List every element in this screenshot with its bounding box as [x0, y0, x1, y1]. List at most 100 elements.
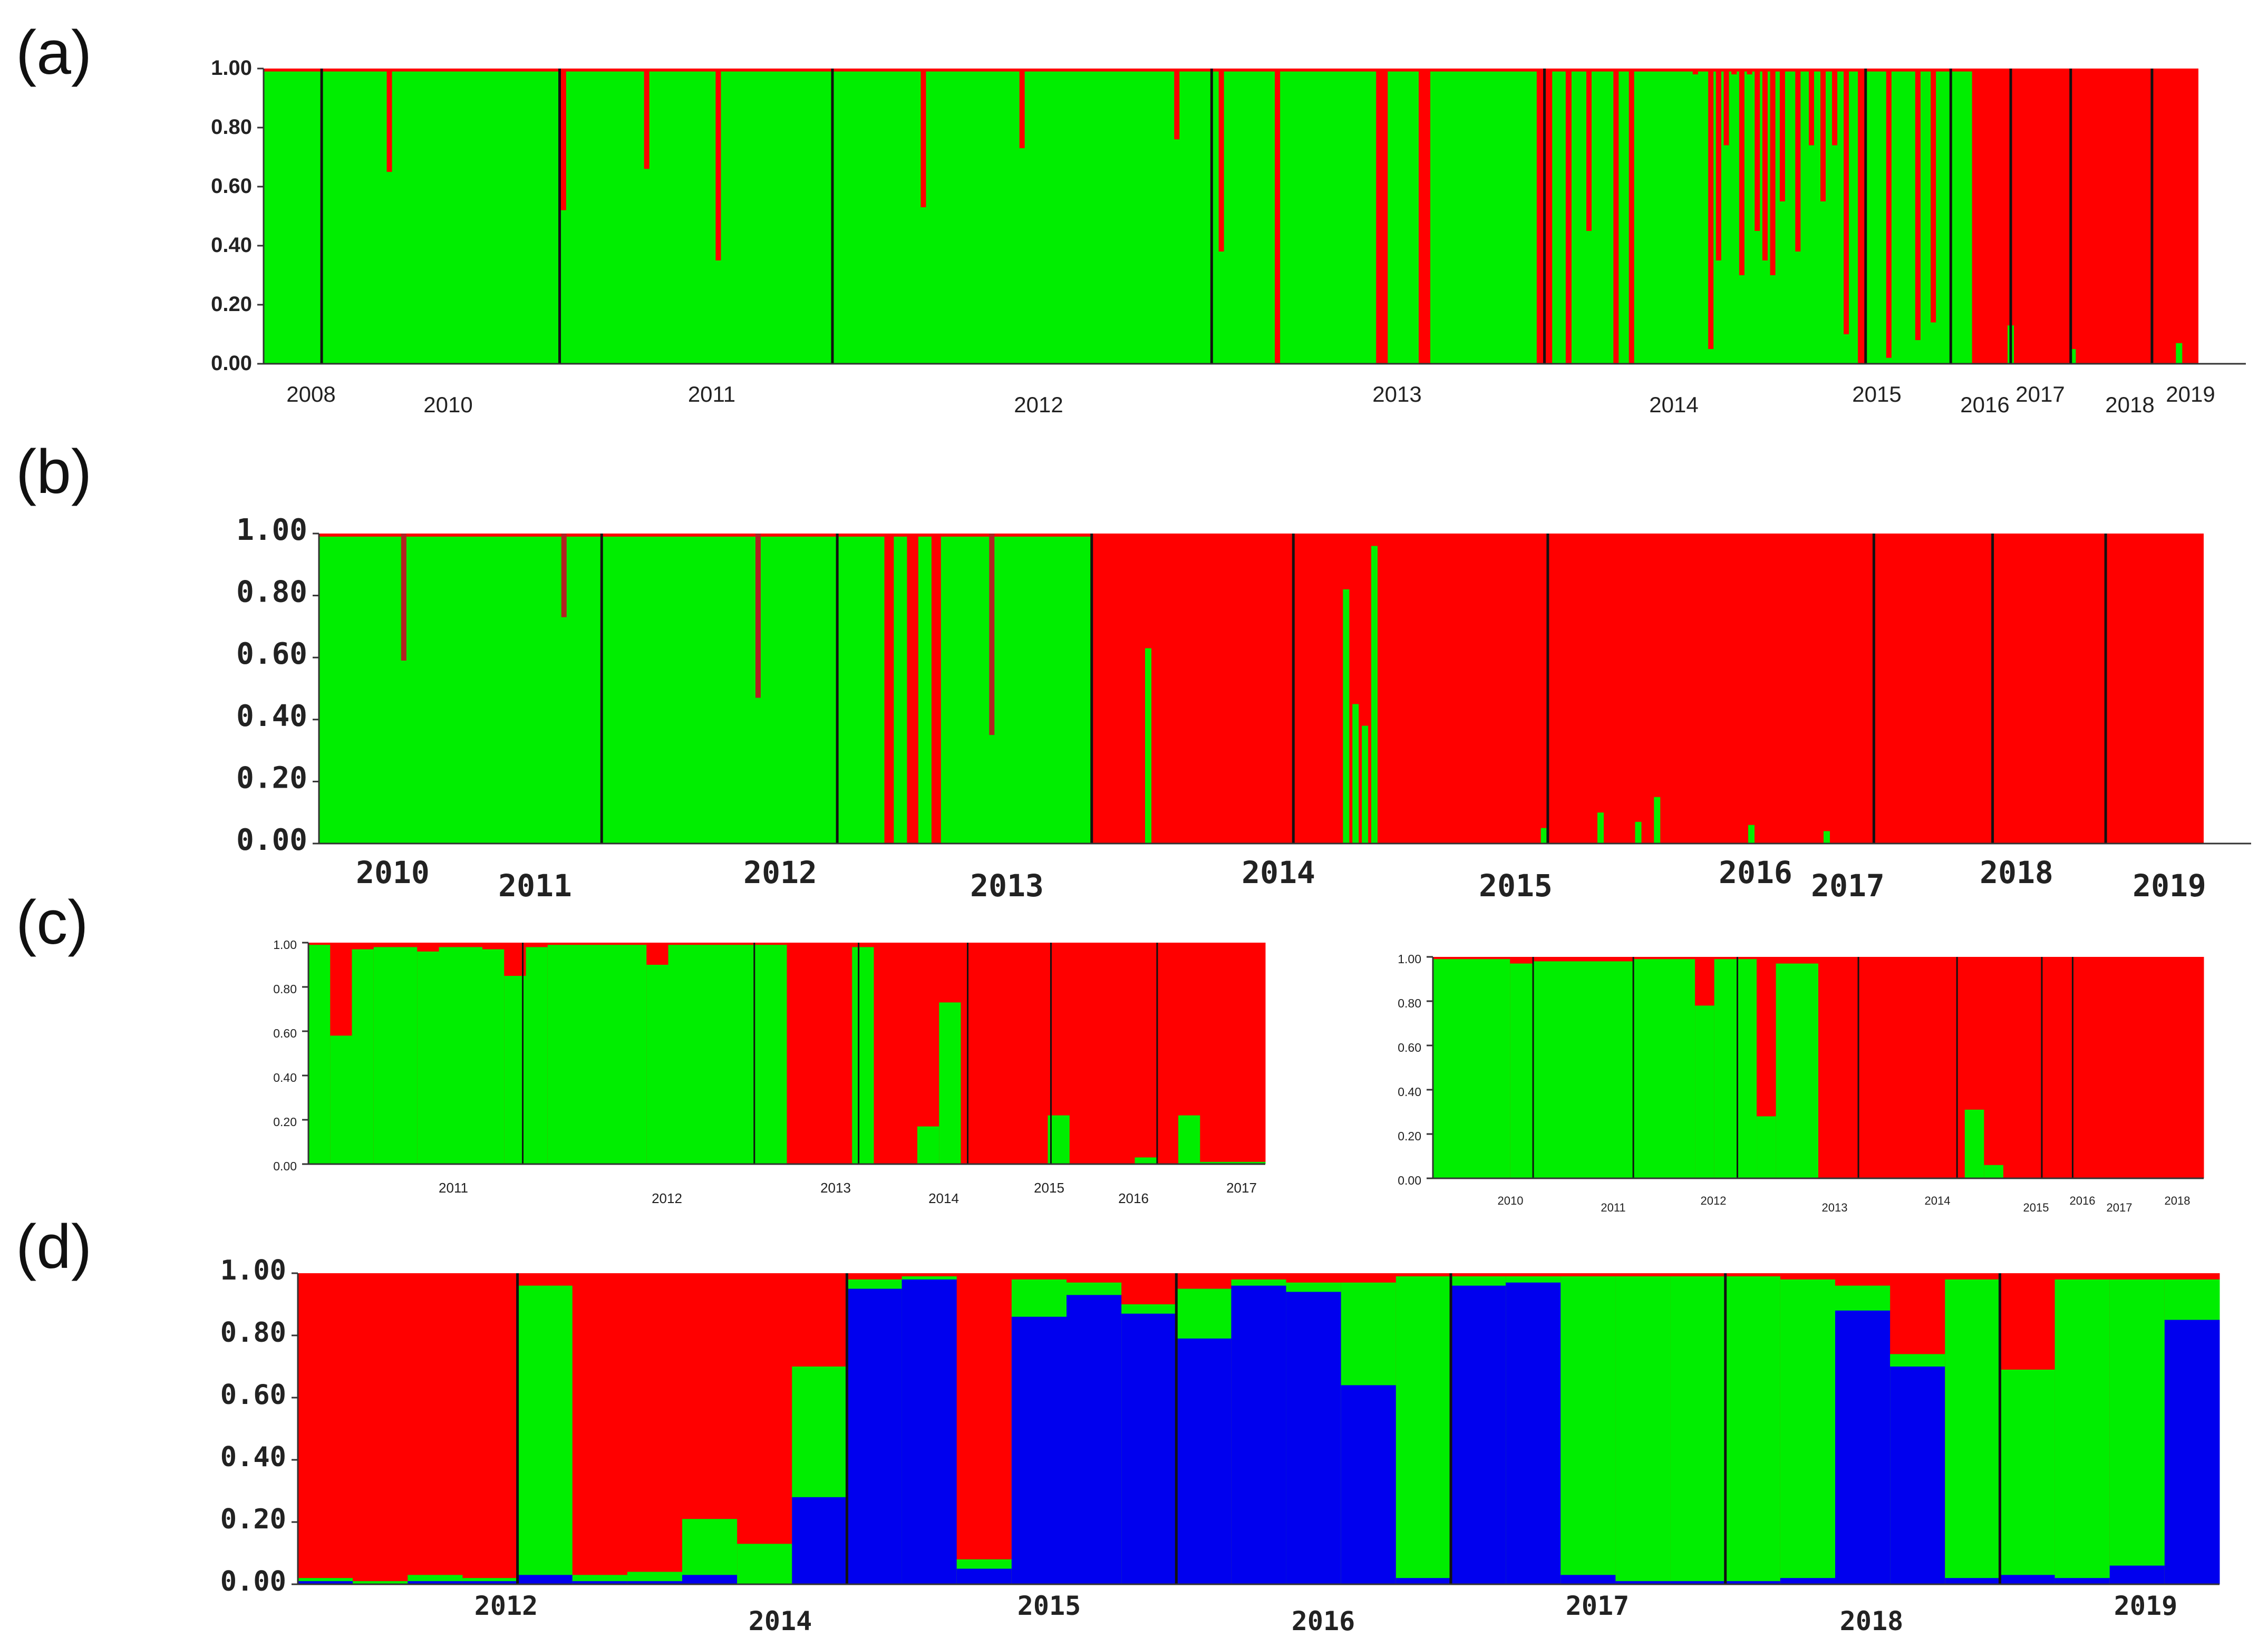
x-tick-label: 2010: [423, 392, 472, 417]
y-tick-label: 0.20: [273, 1115, 297, 1129]
blue-bar: [408, 1581, 463, 1584]
red-bar: [874, 943, 918, 1164]
green-spike-bar: [1715, 260, 1721, 364]
green-spike-bar: [1931, 322, 1936, 364]
blue-bar: [1341, 1385, 1397, 1584]
y-tick-label: 0.60: [220, 1379, 286, 1411]
green-bar: [373, 947, 418, 1164]
green-spike-bar: [560, 210, 566, 364]
blue-bar: [956, 1568, 1012, 1584]
green-spike-bar: [2176, 343, 2183, 364]
green-spike-bar: [1748, 825, 1755, 844]
blue-bar: [1286, 1292, 1342, 1584]
red-bar: [737, 1273, 792, 1584]
x-tick-label: 2012: [743, 855, 817, 890]
green-bar: [417, 951, 439, 1164]
red-bar: [961, 943, 1048, 1164]
y-tick-label: 0.00: [273, 1159, 297, 1173]
x-tick-label: 2016: [1719, 855, 1792, 890]
blue-bar: [2164, 1320, 2220, 1584]
panel-label-d: (d): [16, 1212, 92, 1282]
x-tick-label: 2011: [1601, 1201, 1625, 1214]
green-bar-segment: [941, 536, 1092, 844]
green-spike-bar: [644, 169, 650, 364]
green-bar: [1633, 959, 1695, 1178]
y-tick-label: 0.20: [220, 1504, 286, 1535]
red-bar: [298, 1273, 353, 1584]
green-bar: [2109, 1279, 2165, 1584]
green-bar: [682, 1519, 738, 1584]
red-bar: [1200, 943, 1266, 1164]
green-bar: [917, 1126, 939, 1164]
x-tick-label: 2016: [1118, 1190, 1149, 1206]
green-bar-segment: [918, 536, 932, 844]
x-tick-label: 2012: [1014, 392, 1063, 417]
green-spike-bar: [1371, 546, 1378, 844]
green-bar-segment: [894, 536, 907, 844]
red-spike-bar: [1723, 69, 1729, 146]
green-bar-segment: [1552, 71, 1566, 364]
blue-bar: [1670, 1581, 1726, 1584]
green-bar: [1178, 1115, 1200, 1164]
red-spike-bar: [1809, 69, 1814, 146]
panel-b-chart: 0.00 0.20 0.40 0.60 0.80 1.00 2010 2011 2012 2013…: [236, 513, 2251, 904]
panel-label-b: (b): [16, 437, 92, 507]
green-bar: [646, 965, 668, 1164]
red-bar: [956, 1273, 1012, 1584]
green-bar-segment: [1430, 71, 1537, 364]
green-spike-bar: [386, 172, 392, 364]
red-bar: [1156, 943, 1179, 1164]
blue-bar: [1395, 1578, 1451, 1584]
x-tick-label: 2017: [1566, 1591, 1629, 1621]
green-spike-bar: [1915, 340, 1921, 364]
panel-label-a: (a): [16, 18, 92, 88]
red-spike-bar: [1747, 69, 1752, 75]
red-spike-bar: [401, 534, 406, 661]
red-spike-bar: [561, 534, 567, 617]
red-spike-bar: [1915, 69, 1921, 341]
green-bar: [1615, 1276, 1671, 1584]
red-bar: [1069, 943, 1135, 1164]
red-spike-bar: [1739, 69, 1744, 275]
blue-bar: [2109, 1565, 2165, 1584]
green-bar: [1395, 1276, 1451, 1584]
y-tick-label: 0.20: [1398, 1129, 1421, 1143]
red-spike-bar: [920, 69, 926, 208]
red-spike-bar: [1174, 69, 1180, 140]
x-tick-label: 2013: [820, 1180, 851, 1196]
y-tick-label: 0.20: [236, 761, 307, 795]
green-spike-bar: [1343, 589, 1350, 844]
green-bar: [1725, 1276, 1781, 1584]
x-tick-label: 2013: [970, 868, 1044, 904]
green-bar: [526, 947, 548, 1164]
red-spike-bar: [1770, 69, 1776, 275]
y-tick-label: 1.00: [273, 938, 297, 952]
x-tick-label: 2014: [928, 1190, 959, 1206]
green-spike-bar: [1352, 704, 1359, 844]
red-spike-bar: [1832, 69, 1838, 146]
green-bar: [1135, 1157, 1157, 1164]
red-spike-bar: [1629, 69, 1634, 364]
y-tick-label: 0.60: [273, 1026, 297, 1040]
x-tick-label: 2011: [498, 868, 572, 904]
red-bar: [462, 1273, 518, 1584]
x-tick-label: 2008: [286, 382, 335, 406]
red-spike-bar: [989, 534, 995, 735]
y-tick-label: 1.00: [220, 1255, 286, 1286]
green-bar: [482, 949, 505, 1164]
x-tick-label: 2019: [2133, 868, 2206, 904]
red-spike-bar: [644, 69, 650, 169]
green-spike-bar: [755, 697, 761, 844]
y-tick-label: 0.60: [236, 637, 307, 671]
green-spike-bar: [1145, 648, 1151, 844]
green-bar-segment: [264, 71, 1377, 364]
blue-bar: [517, 1575, 573, 1584]
green-bar: [2054, 1279, 2110, 1584]
x-tick-label: 2016: [2070, 1194, 2096, 1207]
blue-bar: [847, 1288, 903, 1584]
red-spike-bar: [560, 69, 566, 210]
green-bar: [1200, 1161, 1266, 1164]
green-spike-bar: [1809, 145, 1814, 364]
y-tick-label: 0.00: [220, 1566, 286, 1597]
green-spike-bar: [1597, 812, 1604, 844]
